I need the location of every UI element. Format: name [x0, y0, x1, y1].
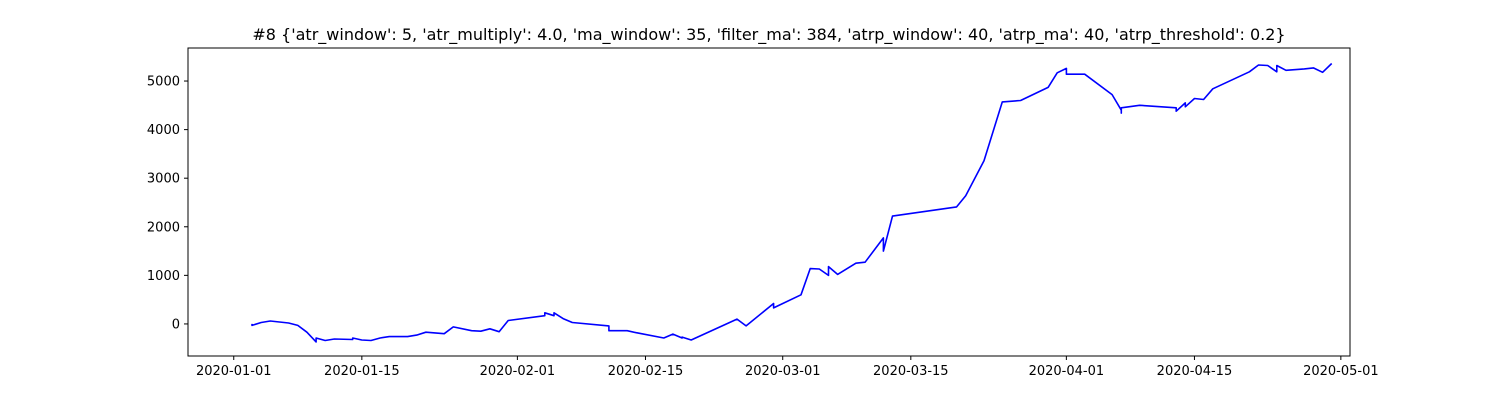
plot-area-frame [187, 47, 1351, 357]
x-tick-label: 2020-02-15 [608, 364, 684, 379]
y-tick-label: 5000 [147, 75, 180, 90]
x-tick-label: 2020-01-01 [196, 364, 272, 379]
x-tick-label: 2020-02-01 [480, 364, 556, 379]
y-tick-label: 3000 [147, 172, 180, 187]
y-axis: 0 1000 2000 3000 4000 5000 [147, 75, 188, 332]
series-line-0 [251, 62, 1333, 343]
x-tick-label: 2020-04-01 [1029, 364, 1105, 379]
y-tick-label: 0 [172, 317, 180, 332]
x-tick-label: 2020-05-01 [1303, 364, 1379, 379]
x-tick-label: 2020-03-01 [745, 364, 821, 379]
y-tick-label: 2000 [147, 220, 180, 235]
x-tick-label: 2020-03-15 [873, 364, 949, 379]
y-tick-label: 1000 [147, 269, 180, 284]
x-axis: 2020-01-01 2020-01-15 2020-02-01 2020-02-15… [196, 356, 1379, 379]
y-tick-label: 4000 [147, 123, 180, 138]
series-layer [251, 62, 1333, 343]
x-tick-label: 2020-01-15 [324, 364, 400, 379]
chart-title: #8 {'atr_window': 5, 'atr_multiply': 4.0… [252, 25, 1285, 45]
x-tick-label: 2020-04-15 [1157, 364, 1233, 379]
